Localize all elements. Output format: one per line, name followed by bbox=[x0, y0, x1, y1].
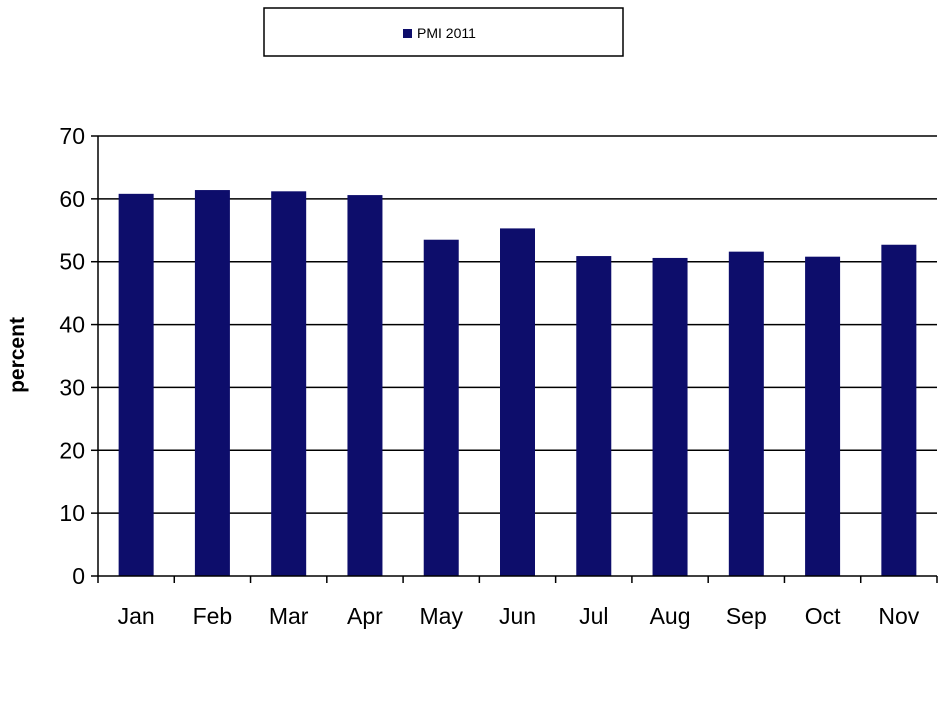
bar-mar bbox=[271, 191, 307, 577]
y-axis-label: percent bbox=[6, 317, 29, 393]
y-tick-label: 50 bbox=[59, 249, 85, 275]
y-tick-label: 40 bbox=[59, 312, 85, 338]
bar-jul bbox=[576, 256, 612, 576]
x-tick-label-jan: Jan bbox=[118, 603, 155, 629]
bar-may bbox=[423, 239, 459, 576]
bar-nov bbox=[881, 244, 917, 576]
legend-swatch bbox=[403, 29, 412, 38]
bar-feb bbox=[194, 190, 230, 577]
bar-oct bbox=[805, 256, 841, 576]
x-tick-label-mar: Mar bbox=[269, 603, 309, 629]
y-tick-label: 30 bbox=[59, 374, 85, 400]
x-tick-label-may: May bbox=[420, 603, 464, 629]
legend-box bbox=[263, 7, 624, 57]
legend: PMI 2011 bbox=[263, 7, 624, 57]
x-tick-label-oct: Oct bbox=[805, 603, 841, 629]
y-tick-label: 60 bbox=[59, 186, 85, 212]
legend-label: PMI 2011 bbox=[417, 25, 476, 41]
bars bbox=[118, 190, 917, 577]
y-tick-label: 0 bbox=[72, 563, 85, 589]
x-tick-label-feb: Feb bbox=[193, 603, 233, 629]
axes bbox=[91, 135, 938, 583]
y-tick-label: 70 bbox=[59, 123, 85, 149]
x-tick-label-nov: Nov bbox=[878, 603, 919, 629]
bar-aug bbox=[652, 257, 688, 576]
bar-jun bbox=[500, 228, 535, 576]
y-tick-label: 10 bbox=[59, 500, 85, 526]
bar-jan bbox=[118, 193, 154, 577]
x-tick-label-aug: Aug bbox=[650, 603, 691, 629]
y-tick-labels: 0 10 20 30 40 50 60 70 bbox=[59, 123, 85, 589]
x-tick-label-jun: Jun bbox=[499, 603, 536, 629]
x-tick-labels: Jan Feb Mar Apr May Jun Jul Aug Sep Oct Nov bbox=[118, 603, 920, 629]
x-tick-label-jul: Jul bbox=[579, 603, 608, 629]
y-tick-label: 20 bbox=[59, 437, 85, 463]
x-tick-label-apr: Apr bbox=[347, 603, 383, 629]
bar-apr bbox=[347, 195, 383, 577]
x-tick-label-sep: Sep bbox=[726, 603, 767, 629]
bar-sep bbox=[728, 251, 764, 576]
